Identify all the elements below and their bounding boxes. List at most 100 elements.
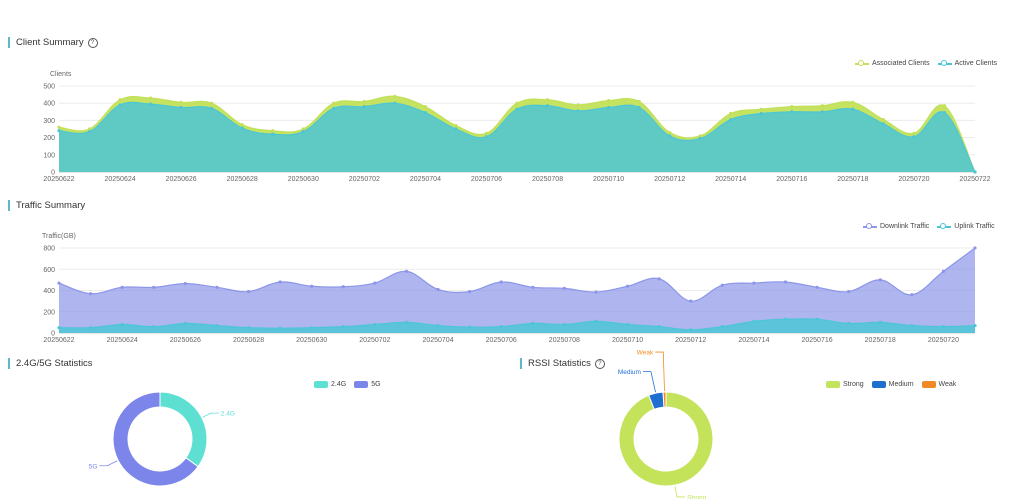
data-point[interactable] (878, 320, 882, 324)
data-point[interactable] (332, 106, 336, 110)
data-point[interactable] (499, 325, 503, 329)
data-point[interactable] (790, 110, 794, 114)
slice-strong[interactable] (618, 391, 714, 487)
data-point[interactable] (393, 101, 397, 105)
data-point[interactable] (436, 323, 440, 328)
data-point[interactable] (729, 117, 733, 122)
data-point[interactable] (973, 170, 977, 174)
data-point[interactable] (668, 130, 672, 135)
data-point[interactable] (310, 326, 314, 330)
legend-item-uplink-traffic[interactable]: Uplink Traffic (937, 222, 995, 230)
data-point[interactable] (215, 285, 219, 289)
data-point[interactable] (87, 127, 92, 131)
data-point[interactable] (759, 107, 763, 111)
legend-item-medium[interactable]: Medium (871, 381, 914, 388)
data-point[interactable] (545, 104, 550, 108)
data-point[interactable] (215, 323, 219, 328)
data-point[interactable] (179, 100, 183, 104)
data-point[interactable] (607, 99, 611, 103)
legend-item-strong[interactable]: Strong (826, 381, 864, 388)
data-point[interactable] (57, 326, 61, 330)
data-point[interactable] (210, 101, 214, 105)
data-point[interactable] (576, 109, 580, 113)
data-point[interactable] (783, 317, 788, 321)
data-point[interactable] (790, 105, 794, 109)
data-point[interactable] (118, 98, 122, 102)
data-point[interactable] (942, 104, 947, 108)
data-point[interactable] (545, 98, 550, 102)
data-point[interactable] (531, 321, 535, 326)
data-point[interactable] (341, 285, 345, 289)
slice-5g[interactable] (112, 391, 199, 487)
data-point[interactable] (881, 122, 886, 126)
data-point[interactable] (341, 325, 345, 329)
data-point[interactable] (152, 285, 156, 289)
data-point[interactable] (668, 134, 672, 138)
data-point[interactable] (576, 103, 580, 107)
data-point[interactable] (729, 111, 733, 116)
data-point[interactable] (657, 325, 661, 329)
data-point[interactable] (941, 269, 946, 273)
data-point[interactable] (179, 105, 183, 110)
data-point[interactable] (88, 326, 93, 330)
data-point[interactable] (562, 322, 566, 327)
data-point[interactable] (820, 110, 824, 114)
data-point[interactable] (183, 321, 187, 326)
data-point[interactable] (820, 104, 824, 108)
data-point[interactable] (240, 123, 244, 127)
data-point[interactable] (149, 96, 153, 100)
data-point[interactable] (515, 107, 519, 111)
data-point[interactable] (362, 99, 366, 104)
help-icon[interactable]: ? (87, 37, 98, 48)
data-point[interactable] (373, 281, 377, 285)
data-point[interactable] (910, 293, 914, 297)
data-point[interactable] (246, 289, 251, 294)
area-downlink-traffic[interactable] (59, 248, 975, 333)
data-point[interactable] (689, 328, 693, 332)
area-active-clients[interactable] (59, 102, 975, 172)
data-point[interactable] (531, 285, 535, 289)
data-point[interactable] (404, 320, 409, 324)
data-point[interactable] (423, 111, 427, 115)
data-point[interactable] (594, 319, 598, 323)
data-point[interactable] (499, 280, 503, 284)
data-point[interactable] (436, 287, 440, 292)
data-point[interactable] (847, 321, 851, 326)
data-point[interactable] (468, 289, 472, 294)
data-point[interactable] (625, 322, 630, 327)
legend-item-downlink-traffic[interactable]: Downlink Traffic (863, 222, 929, 230)
legend-item-weak[interactable]: Weak (921, 381, 956, 388)
data-point[interactable] (120, 285, 124, 289)
data-point[interactable] (271, 129, 275, 133)
data-point[interactable] (88, 292, 93, 296)
data-point[interactable] (851, 100, 855, 104)
data-point[interactable] (57, 281, 61, 285)
data-point[interactable] (240, 126, 244, 130)
data-point[interactable] (637, 99, 641, 104)
data-point[interactable] (752, 319, 756, 323)
data-point[interactable] (393, 94, 397, 98)
data-point[interactable] (404, 269, 409, 273)
data-point[interactable] (120, 322, 124, 327)
slice-weak[interactable] (662, 391, 667, 408)
data-point[interactable] (468, 325, 472, 329)
data-point[interactable] (973, 246, 977, 250)
legend-item-associated-clients[interactable]: Associated Clients (855, 59, 930, 67)
data-point[interactable] (912, 131, 916, 135)
data-point[interactable] (210, 106, 214, 110)
data-point[interactable] (698, 136, 702, 141)
legend-item-active-clients[interactable]: Active Clients (937, 59, 997, 67)
data-point[interactable] (515, 101, 519, 105)
data-point[interactable] (912, 135, 916, 139)
help-icon[interactable]: ? (594, 358, 605, 369)
data-point[interactable] (484, 135, 489, 139)
data-point[interactable] (607, 105, 611, 110)
data-point[interactable] (625, 284, 630, 288)
data-point[interactable] (118, 103, 122, 107)
data-point[interactable] (271, 132, 275, 136)
data-point[interactable] (301, 127, 305, 131)
data-point[interactable] (301, 129, 305, 134)
data-point[interactable] (851, 107, 855, 111)
data-point[interactable] (783, 280, 788, 284)
data-point[interactable] (720, 283, 724, 287)
